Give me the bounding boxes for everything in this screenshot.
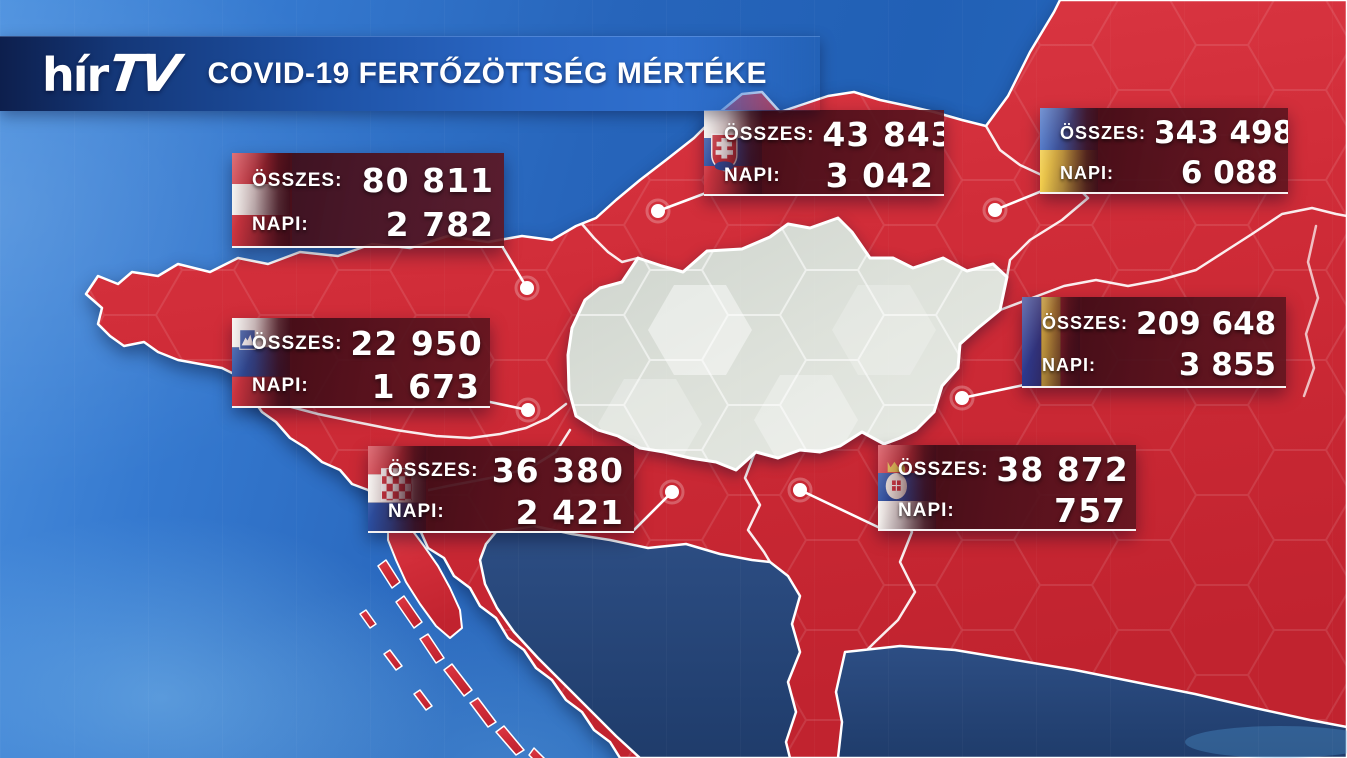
daily-label: NAPI: (1042, 354, 1096, 375)
daily-label: NAPI: (724, 164, 781, 186)
stat-box-serbia: ÖSSZES: 38 872 NAPI: 757 (878, 445, 1136, 531)
flag-fade (1040, 108, 1100, 192)
callout-dot-croatia (665, 485, 679, 499)
adriatic-islands (359, 559, 546, 758)
stat-box-slovenia: ÖSSZES: 22 950 NAPI: 1 673 (232, 318, 490, 408)
header-bar: hírTV COVID-19 FERTŐZÖTTSÉG MÉRTÉKE (0, 36, 820, 111)
daily-label: NAPI: (1060, 162, 1114, 183)
total-value: 36 380 (491, 451, 624, 491)
flag-fade (1022, 297, 1082, 386)
total-label: ÖSSZES: (1060, 122, 1147, 143)
total-value: 209 648 (1136, 305, 1277, 342)
flag-fade (232, 318, 292, 406)
logo-text-hir: hír (42, 47, 109, 102)
stat-box-ukraine: ÖSSZES: 343 498 NAPI: 6 088 (1040, 108, 1288, 194)
callout-dot-slovenia (521, 403, 535, 417)
callout-dot-serbia (793, 483, 807, 497)
callout-dot-slovakia (651, 204, 665, 218)
flag-fade (368, 446, 428, 531)
callout-dot-austria (520, 281, 534, 295)
flag-fade (878, 445, 938, 529)
callout-line-romania (960, 383, 1026, 400)
daily-label: NAPI: (252, 375, 309, 397)
daily-value: 6 088 (1180, 155, 1278, 191)
total-label: ÖSSZES: (252, 169, 343, 191)
region-bosnia (478, 524, 802, 758)
logo-text-tv: TV (105, 44, 180, 104)
daily-value: 1 673 (371, 366, 480, 406)
stat-box-romania: ÖSSZES: 209 648 NAPI: 3 855 (1022, 297, 1286, 388)
callout-dots (514, 197, 1008, 505)
stat-box-croatia: ÖSSZES: 36 380 NAPI: 2 421 (368, 446, 634, 533)
callout-dot-ukraine (988, 203, 1002, 217)
region-southeast (834, 644, 1347, 758)
callout-line-croatia (632, 490, 674, 532)
flag-fade (704, 110, 764, 194)
flag-fade (232, 153, 292, 246)
callout-line-ukraine (993, 189, 1044, 212)
daily-label: NAPI: (898, 499, 955, 521)
total-value: 80 811 (361, 161, 494, 200)
callout-line-serbia (798, 488, 882, 530)
total-label: ÖSSZES: (724, 123, 815, 145)
istria-peninsula (387, 519, 463, 639)
total-value: 43 843 (822, 115, 944, 154)
total-label: ÖSSZES: (252, 332, 343, 354)
total-value: 343 498 (1154, 115, 1288, 151)
daily-value: 3 855 (1178, 347, 1276, 384)
callout-line-slovakia (656, 191, 708, 213)
stat-box-slovakia: ÖSSZES: 43 843 NAPI: 3 042 (704, 110, 944, 196)
daily-value: 757 (1054, 491, 1126, 530)
hirtv-logo: hírTV (42, 45, 180, 104)
total-label: ÖSSZES: (1042, 313, 1129, 334)
callout-dot-romania (955, 391, 969, 405)
country-hungary (566, 216, 1009, 472)
daily-label: NAPI: (388, 501, 445, 523)
callout-line-austria (500, 244, 529, 290)
total-value: 22 950 (350, 324, 483, 364)
total-label: ÖSSZES: (388, 459, 479, 481)
daily-value: 3 042 (825, 156, 934, 195)
daily-label: NAPI: (252, 213, 309, 235)
total-value: 38 872 (996, 450, 1129, 489)
daily-value: 2 782 (385, 205, 494, 244)
daily-value: 2 421 (515, 492, 624, 532)
total-label: ÖSSZES: (898, 458, 989, 480)
page-title: COVID-19 FERTŐZÖTTSÉG MÉRTÉKE (207, 57, 768, 90)
stat-box-austria: ÖSSZES: 80 811 NAPI: 2 782 (232, 153, 504, 248)
